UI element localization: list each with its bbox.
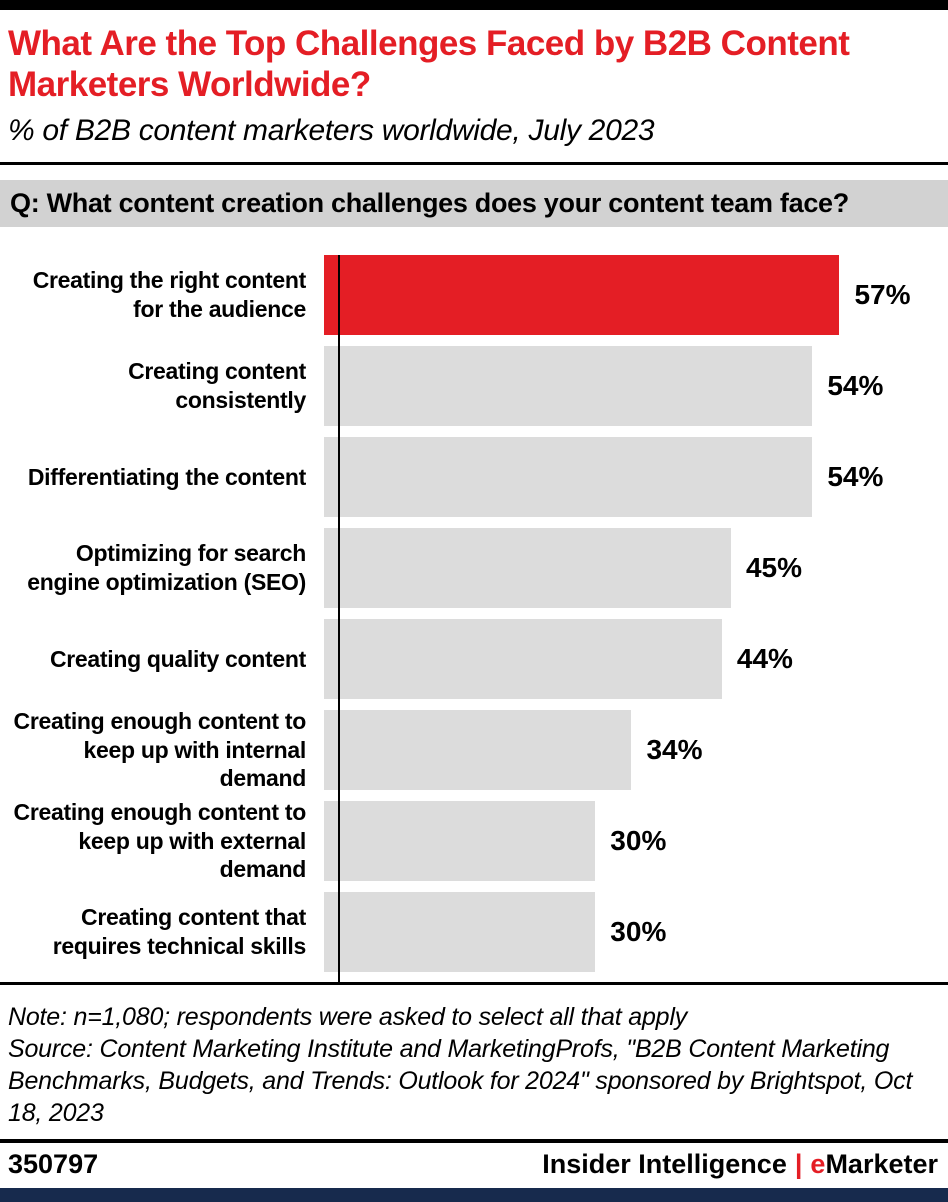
- notes-divider: [0, 981, 948, 985]
- bar-value-label: 30%: [610, 824, 667, 856]
- bar-track: 54%: [322, 345, 948, 426]
- bar-category-label: Creating content consistently: [128, 358, 306, 413]
- bar-row: Creating enough content to keep up with …: [0, 707, 948, 792]
- brand-logotype: Insider Intelligence | eMarketer: [542, 1149, 938, 1180]
- bar: [324, 436, 813, 517]
- bar: [324, 527, 731, 608]
- bar-track: 30%: [322, 891, 948, 972]
- bar-track: 30%: [322, 800, 948, 881]
- bar-category-label: Creating enough content to keep up with …: [13, 707, 307, 792]
- survey-question-banner: Q: What content creation challenges does…: [0, 179, 948, 227]
- bar: [324, 345, 813, 426]
- brand-insider-intelligence: Insider Intelligence: [542, 1148, 787, 1179]
- bar-category-label: Creating enough content to keep up with …: [13, 798, 307, 883]
- bar-row: Creating content that requires technical…: [0, 891, 948, 972]
- bar-value-label: 45%: [745, 551, 802, 583]
- bar-value-label: 44%: [736, 642, 793, 674]
- footer: 350797 Insider Intelligence | eMarketer: [0, 1143, 948, 1188]
- bar-track: 34%: [322, 709, 948, 790]
- bar-value-label: 30%: [610, 915, 667, 947]
- bar-category-label: Differentiating the content: [27, 463, 306, 490]
- header-divider: [0, 161, 948, 165]
- bar: [324, 709, 632, 790]
- bar-category-label: Optimizing for search engine optimizatio…: [27, 540, 306, 595]
- bar: [324, 254, 840, 335]
- bar-rows: Creating the right content for the audie…: [0, 254, 948, 972]
- chart-subtitle: % of B2B content marketers worldwide, Ju…: [8, 113, 655, 147]
- bar-chart: Creating the right content for the audie…: [0, 254, 948, 982]
- bar-row: Creating quality content 44%: [0, 618, 948, 699]
- bar-value-label: 54%: [827, 369, 884, 401]
- bar-category-label: Creating quality content: [49, 645, 306, 672]
- bar-row: Creating enough content to keep up with …: [0, 798, 948, 883]
- chart-id: 350797: [8, 1148, 99, 1179]
- bottom-brand-bar: [0, 1187, 948, 1202]
- bar-row: Creating content consistently 54%: [0, 345, 948, 426]
- bar-track: 45%: [322, 527, 948, 608]
- note-text: Note: n=1,080; respondents were asked to…: [8, 1002, 688, 1031]
- bar-track: 57%: [322, 254, 948, 335]
- bar-row: Optimizing for search engine optimizatio…: [0, 527, 948, 608]
- notes-block: Note: n=1,080; respondents were asked to…: [0, 993, 948, 1139]
- bar-value-label: 34%: [646, 733, 703, 765]
- brand-emarketer-e: e: [810, 1148, 826, 1179]
- y-axis-line: [338, 254, 340, 982]
- bar-category-label: Creating content that requires technical…: [52, 904, 307, 959]
- source-text: Source: Content Marketing Institute and …: [8, 1034, 913, 1127]
- chart-title: What Are the Top Challenges Faced by B2B…: [8, 24, 850, 104]
- bar-category-label: Creating the right content for the audie…: [32, 267, 307, 322]
- bar-row: Creating the right content for the audie…: [0, 254, 948, 335]
- bar-track: 44%: [322, 618, 948, 699]
- bar-value-label: 54%: [827, 460, 884, 492]
- header: What Are the Top Challenges Faced by B2B…: [0, 10, 948, 152]
- top-divider-bar: [0, 0, 948, 10]
- bar-value-label: 57%: [854, 278, 911, 310]
- bar: [324, 891, 596, 972]
- bar: [324, 618, 722, 699]
- brand-emarketer-rest: Marketer: [825, 1148, 938, 1179]
- footer-divider: [0, 1138, 948, 1143]
- bar-track: 54%: [322, 436, 948, 517]
- bar-row: Differentiating the content 54%: [0, 436, 948, 517]
- bar: [324, 800, 596, 881]
- brand-separator: |: [794, 1148, 803, 1179]
